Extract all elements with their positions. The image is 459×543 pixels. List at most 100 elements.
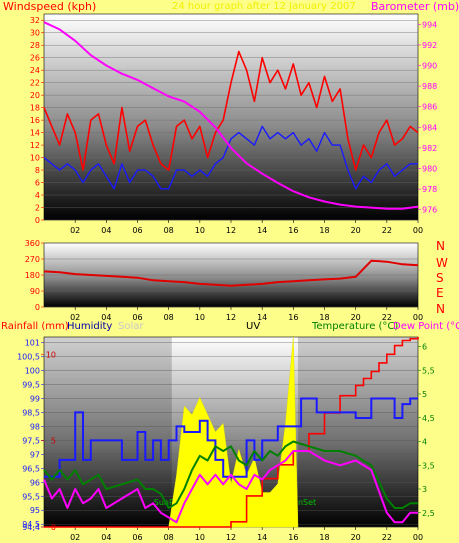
windspeed-line [43,50,419,171]
wind-x-label-11: 00 [413,226,423,235]
wind-y-label-1: 2 [35,204,40,213]
wind-plot-area [43,13,419,221]
sunrise-label: SunRise [154,498,186,507]
baro-y-label-0: 976 [422,206,437,215]
wind-average-line [43,125,418,190]
wind-y-label-15: 30 [30,29,40,38]
wind-y-label-3: 6 [35,179,40,188]
lower-x-label-0: 02 [70,533,80,542]
lower-x-label-10: 22 [382,533,392,542]
compass-w: W [436,256,448,270]
wind-y-label-16: 32 [30,16,40,25]
chart-date-title: 24 hour graph after 12 January 2007 [172,1,356,12]
wind-y-label-13: 26 [30,54,40,63]
wind-x-label-6: 14 [257,226,267,235]
wind-y-label-11: 22 [30,79,40,88]
lower-x-label-2: 06 [132,533,142,542]
sunset-label: SunSet [288,498,316,507]
legend-rainfall: Rainfall (mm) [1,321,69,332]
humidity-y-label-5: 96,5 [22,464,40,473]
direction-x-label-7: 16 [288,313,298,322]
temp-y-label-3: 4 [422,438,427,447]
solar-area [168,336,299,528]
wind-x-label-0: 02 [70,226,80,235]
lower-x-label-11: 00 [413,533,423,542]
wind-x-label-7: 16 [288,226,298,235]
rainfall-line [44,337,419,528]
humidity-y-label-9: 98,5 [22,408,40,417]
baro-y-label-4: 984 [422,123,437,132]
temp-y-label-4: 4,5 [422,414,435,423]
temperature-line [43,440,418,509]
wind-y-label-4: 8 [35,166,40,175]
temp-y-label-2: 3,5 [422,461,435,470]
baro-y-label-9: 994 [422,20,437,29]
humidity-y-label-6: 97 [30,450,40,459]
barometer-title: Barometer (mb) [371,0,459,13]
lower-x-label-3: 08 [164,533,174,542]
dewpoint-line [43,450,418,524]
direction-x-label-3: 08 [164,313,174,322]
direction-x-label-11: 00 [413,313,423,322]
temp-y-label-7: 6 [422,343,427,352]
humidity-line [44,397,418,478]
direction-y-label-3: 270 [25,255,40,264]
wind-x-label-9: 20 [351,226,361,235]
wind-y-label-5: 10 [30,154,40,163]
rain-y-label-2: 10 [46,350,56,359]
direction-x-label-0: 02 [70,313,80,322]
rain-y-label-1: 5 [51,437,56,446]
humidity-y-label-0: 94,4 [22,523,40,532]
humidity-y-label-13: 100,5 [17,353,40,362]
direction-y-label-1: 90 [30,287,40,296]
compass-e: E [436,286,444,300]
humidity-y-label-10: 99 [30,394,40,403]
wind-y-label-2: 4 [35,191,40,200]
direction-x-label-9: 20 [351,313,361,322]
legend-solar: Solar [118,321,144,332]
baro-y-label-2: 980 [422,165,437,174]
direction-y-label-4: 360 [25,239,40,248]
barometer-line [43,21,419,210]
legend-dewpoint: Dew Point (°C) [393,321,459,332]
direction-x-label-1: 04 [101,313,111,322]
humidity-y-label-11: 99,5 [22,381,40,390]
temp-y-label-0: 2,5 [422,509,435,518]
night-before-sunrise [44,337,172,527]
wind-y-label-10: 20 [30,91,40,100]
compass-n-top: N [436,239,445,253]
direction-x-label-6: 14 [257,313,267,322]
direction-x-label-4: 10 [195,313,205,322]
lower-x-label-5: 12 [226,533,236,542]
lower-x-label-6: 14 [257,533,267,542]
windspeed-title: Windspeed (kph) [3,0,97,13]
humidity-y-label-2: 95 [30,506,40,515]
legend-temperature: Temperature (°C) [312,321,399,332]
wind-x-label-4: 10 [195,226,205,235]
baro-y-label-5: 986 [422,103,437,112]
direction-x-label-10: 22 [382,313,392,322]
wind-y-label-12: 24 [30,66,40,75]
wind-x-label-10: 22 [382,226,392,235]
wind-y-label-6: 12 [30,141,40,150]
humidity-y-label-1: 94,5 [22,520,40,529]
wind-x-label-3: 08 [164,226,174,235]
temp-y-label-6: 5,5 [422,366,435,375]
legend-uv: UV [246,321,261,332]
night-after-sunset [298,337,418,527]
lower-x-label-9: 20 [351,533,361,542]
compass-n-bottom: N [436,302,445,316]
baro-y-label-1: 978 [422,185,437,194]
legend-humidity: Humidity [67,321,113,332]
wind-x-label-1: 04 [101,226,111,235]
temp-y-label-5: 5 [422,390,427,399]
wind-y-label-0: 0 [35,216,40,225]
wind-x-label-5: 12 [226,226,236,235]
baro-y-label-6: 988 [422,82,437,91]
wind-y-label-7: 14 [30,129,40,138]
direction-x-label-8: 18 [319,313,329,322]
compass-s: S [436,271,444,285]
temp-y-label-1: 3 [422,485,427,494]
humidity-y-label-12: 100 [25,367,40,376]
